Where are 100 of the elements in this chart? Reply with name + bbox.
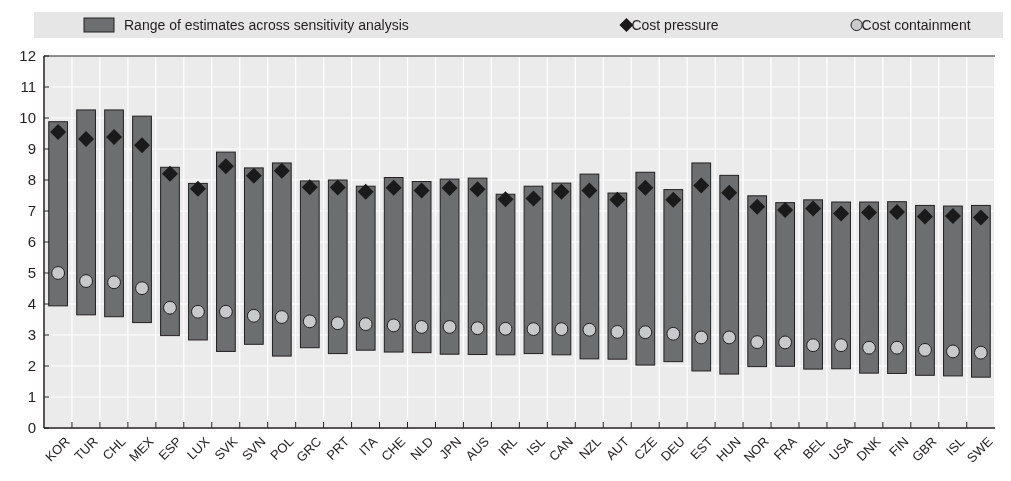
bar — [383, 177, 404, 353]
y-tick-label: 1 — [27, 388, 36, 406]
point — [972, 209, 989, 226]
point — [944, 207, 961, 224]
point — [890, 340, 904, 355]
legend-label: Range of estimates across sensitivity analysis — [124, 16, 409, 33]
point — [722, 330, 737, 345]
point — [273, 162, 290, 179]
bar — [327, 179, 348, 355]
point — [163, 300, 177, 315]
point — [777, 202, 794, 219]
point — [638, 325, 653, 340]
y-tick-label: 10 — [19, 109, 36, 127]
x-tick-label: USA — [826, 433, 856, 464]
point — [805, 200, 822, 217]
point — [78, 131, 95, 148]
point — [946, 344, 960, 359]
point — [358, 317, 373, 332]
bar — [299, 180, 320, 349]
point — [385, 179, 402, 196]
bar — [523, 185, 544, 355]
bar — [887, 201, 907, 374]
bar — [915, 204, 935, 376]
bar — [719, 174, 740, 375]
bar — [943, 205, 963, 377]
point — [749, 198, 766, 215]
x-tick-label: BEL — [799, 433, 828, 462]
point — [191, 304, 205, 319]
point — [107, 275, 121, 290]
bar — [411, 181, 432, 354]
bar — [104, 109, 124, 318]
point — [329, 179, 346, 196]
point — [862, 340, 876, 355]
bar — [467, 177, 488, 356]
point — [469, 181, 486, 198]
point — [161, 165, 178, 182]
point — [833, 205, 850, 222]
x-tick-label: CZE — [630, 433, 661, 463]
x-tick-label: POL — [267, 433, 297, 463]
y-tick-label: 8 — [27, 171, 36, 189]
bar — [971, 204, 991, 378]
bar — [188, 182, 208, 341]
point — [441, 180, 458, 197]
y-tick-label: 11 — [20, 78, 36, 96]
bar — [160, 166, 180, 337]
point — [525, 190, 542, 207]
point — [302, 314, 317, 329]
bar — [579, 173, 600, 360]
point — [916, 208, 933, 225]
point — [806, 338, 821, 353]
y-tick-label: 4 — [27, 295, 36, 313]
point — [217, 158, 234, 175]
point — [973, 345, 988, 360]
x-tick-label: NLD — [407, 433, 437, 463]
point — [888, 203, 905, 220]
point — [665, 191, 682, 208]
y-tick-label: 2 — [27, 357, 36, 375]
bar — [355, 185, 376, 351]
bar — [132, 115, 152, 324]
x-tick-label: FRA — [770, 433, 800, 463]
point — [79, 274, 93, 288]
point — [609, 191, 626, 208]
point — [861, 204, 878, 221]
bar — [243, 167, 264, 345]
point — [694, 330, 709, 345]
x-tick-label: FIN — [886, 433, 912, 460]
point — [219, 304, 233, 319]
bar — [775, 202, 796, 367]
bar — [271, 162, 292, 357]
bar — [76, 109, 96, 316]
x-tick-label: TUR — [71, 433, 101, 464]
bar — [635, 171, 656, 366]
bar — [803, 199, 823, 370]
x-tick-label: ITA — [356, 433, 381, 459]
point — [637, 179, 654, 196]
point — [666, 326, 681, 341]
y-tick-label: 5 — [27, 264, 36, 282]
legend-label: Cost pressure — [631, 16, 719, 33]
point — [554, 322, 569, 337]
point — [106, 128, 123, 145]
bar — [551, 182, 572, 356]
bar — [48, 121, 68, 307]
point — [414, 320, 429, 334]
point — [721, 184, 738, 201]
point — [135, 281, 149, 296]
x-tick-label: ISL — [523, 433, 549, 459]
point — [498, 321, 513, 336]
point — [918, 342, 932, 357]
point — [693, 177, 710, 194]
point — [357, 183, 374, 200]
point — [610, 325, 625, 339]
point — [834, 338, 848, 353]
point — [301, 179, 318, 196]
y-tick-label: 12 — [19, 47, 36, 65]
bar — [663, 189, 684, 363]
x-tick-label: ISL — [943, 433, 968, 459]
point — [246, 308, 261, 323]
point — [526, 322, 541, 337]
bar — [747, 195, 768, 368]
bar — [439, 178, 460, 355]
